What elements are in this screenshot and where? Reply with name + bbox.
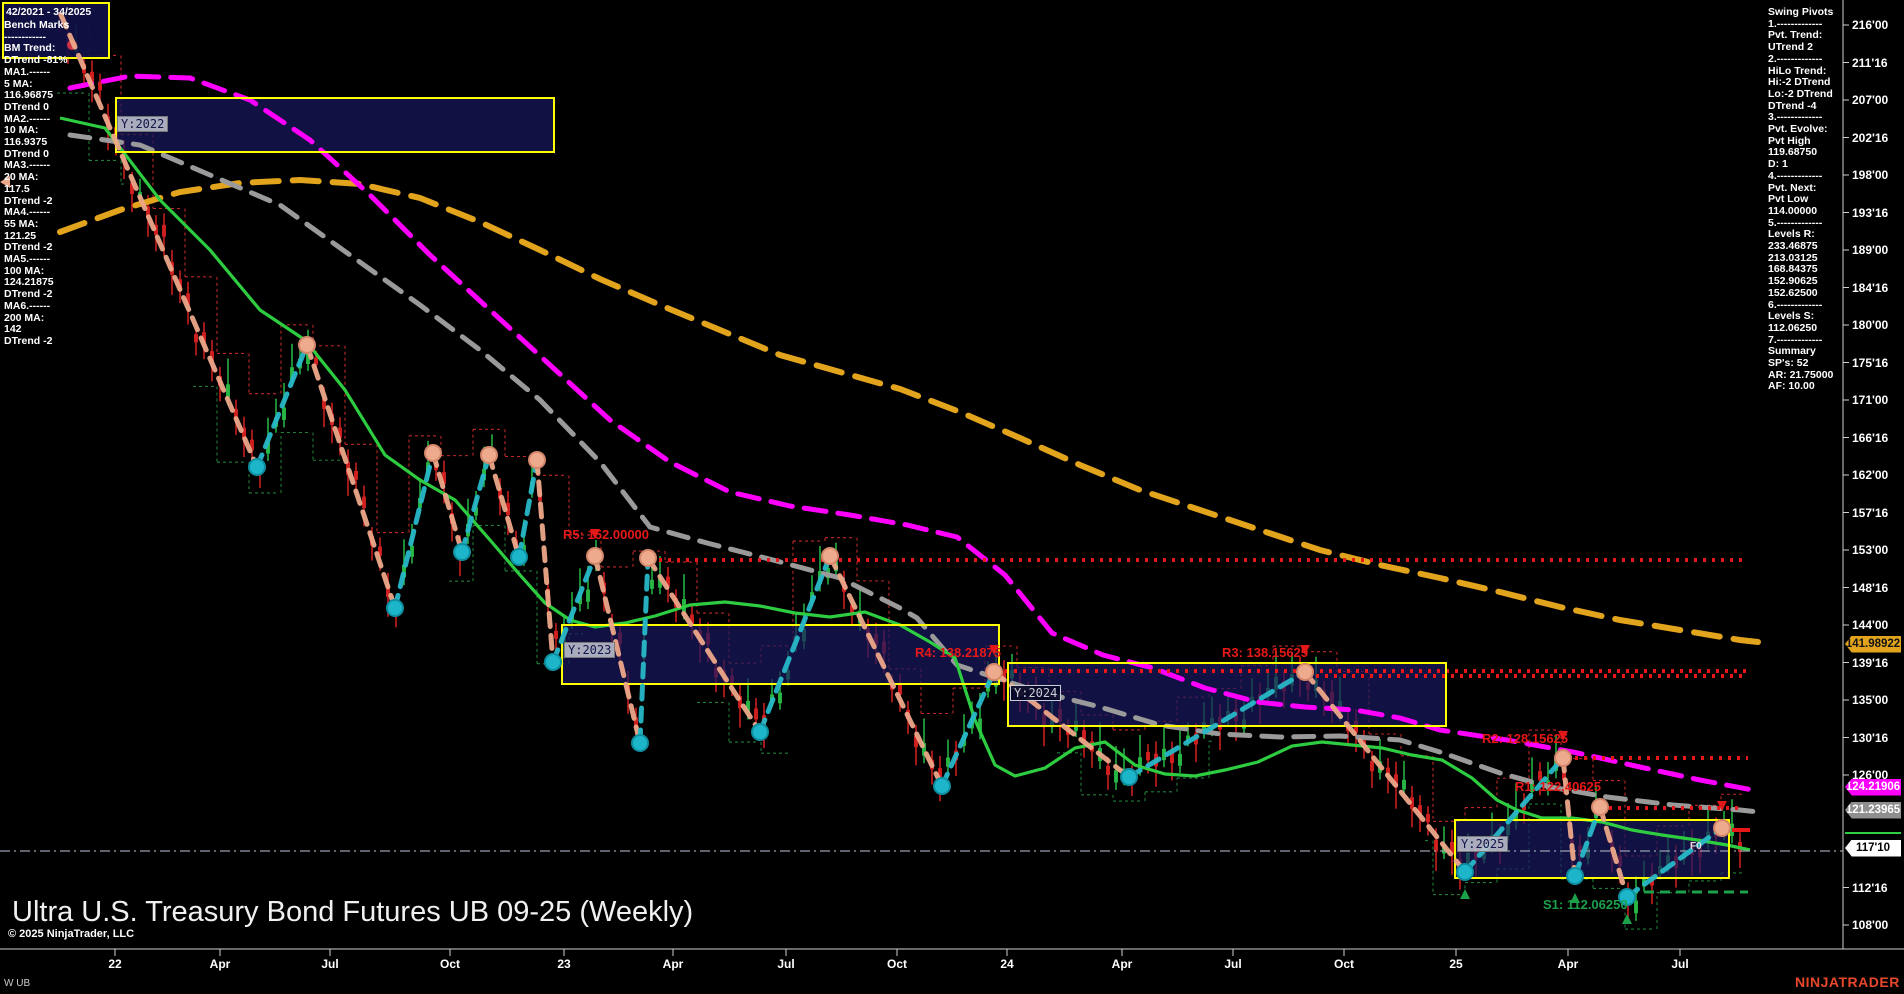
axes[interactable] xyxy=(0,0,1904,956)
year-tag-Y:2023[interactable]: Y:2023 xyxy=(564,642,616,658)
year-tag-Y:2024[interactable]: Y:2024 xyxy=(1010,685,1062,701)
year-tag-Y:2022[interactable]: Y:2022 xyxy=(117,116,169,132)
moving-averages xyxy=(57,73,1761,852)
swing-zigzag xyxy=(58,12,1725,900)
year-tag-Y:2025[interactable]: Y:2025 xyxy=(1457,836,1509,852)
pivot-dots xyxy=(0,176,1731,924)
region-box-fills xyxy=(3,3,1729,878)
